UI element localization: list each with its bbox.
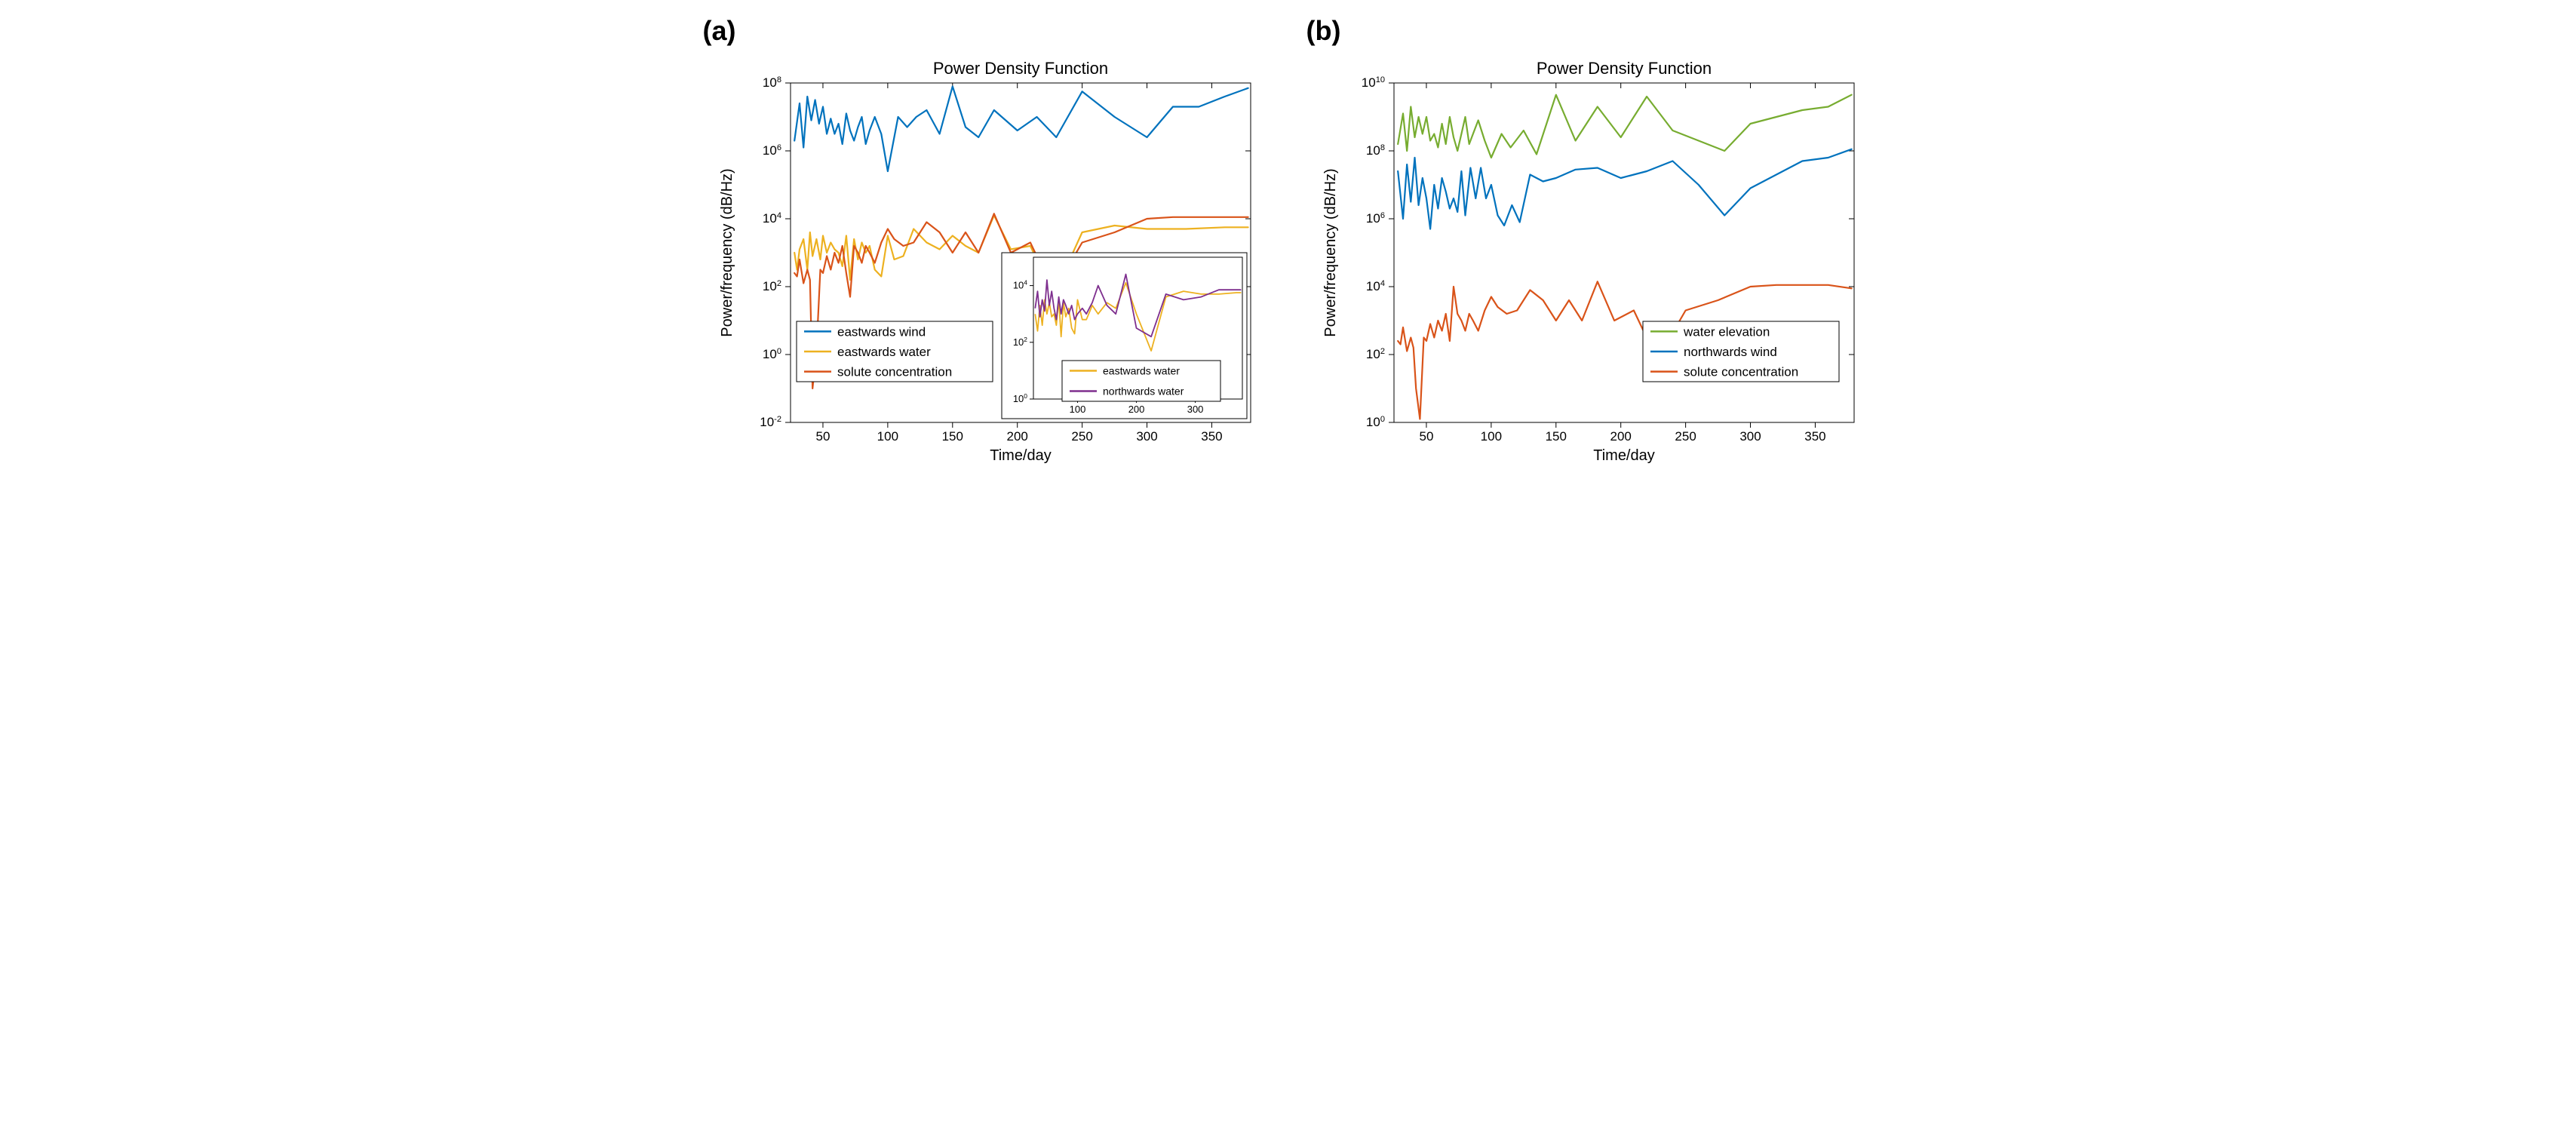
svg-text:108: 108 <box>762 75 781 90</box>
panel-b: (b) 50 100 150 200 250 300 350 100 102 104 106 108 1… <box>1303 15 1877 475</box>
chart-b: 50 100 150 200 250 300 350 100 102 104 106 108 1010 P… <box>1303 53 1877 475</box>
svg-text:Power/frequency (dB/Hz): Power/frequency (dB/Hz) <box>1322 168 1339 336</box>
svg-text:50: 50 <box>815 429 830 444</box>
panel-b-label: (b) <box>1303 15 1877 47</box>
figure-row: (a) 50 100 150 200 250 300 350 10-2 100 102 104 106… <box>15 15 2561 475</box>
svg-text:200: 200 <box>1006 429 1027 444</box>
svg-text:100: 100 <box>1365 415 1384 429</box>
svg-text:100: 100 <box>1480 429 1501 444</box>
svg-text:Power/frequency (dB/Hz): Power/frequency (dB/Hz) <box>719 168 735 336</box>
svg-text:106: 106 <box>1365 211 1384 226</box>
svg-text:50: 50 <box>1419 429 1433 444</box>
svg-text:Time/day: Time/day <box>990 447 1052 464</box>
svg-text:106: 106 <box>762 143 781 158</box>
svg-text:100: 100 <box>1069 404 1085 415</box>
svg-text:100: 100 <box>762 347 781 361</box>
svg-text:150: 150 <box>941 429 963 444</box>
panel-a-label: (a) <box>700 15 1273 47</box>
legend-label: northwards water <box>1103 385 1184 397</box>
svg-text:Time/day: Time/day <box>1593 447 1655 464</box>
legend-label: eastwards wind <box>837 324 926 339</box>
legend-label: eastwards water <box>1103 364 1180 376</box>
svg-text:300: 300 <box>1739 429 1761 444</box>
svg-text:250: 250 <box>1675 429 1696 444</box>
svg-text:Power Density Function: Power Density Function <box>1536 59 1711 78</box>
svg-text:102: 102 <box>1365 347 1384 361</box>
legend-label: solute concentration <box>837 365 952 379</box>
svg-text:350: 350 <box>1201 429 1222 444</box>
svg-text:300: 300 <box>1187 404 1203 415</box>
svg-text:350: 350 <box>1804 429 1825 444</box>
svg-text:300: 300 <box>1136 429 1157 444</box>
svg-text:100: 100 <box>877 429 898 444</box>
svg-text:200: 200 <box>1128 404 1144 415</box>
legend-label: solute concentration <box>1684 365 1798 379</box>
legend-label: eastwards water <box>837 345 931 359</box>
chart-a: 50 100 150 200 250 300 350 10-2 100 102 104 106 108 P… <box>700 53 1273 475</box>
svg-text:250: 250 <box>1071 429 1092 444</box>
svg-text:104: 104 <box>762 211 781 226</box>
legend-label: water elevation <box>1683 324 1770 339</box>
svg-text:1010: 1010 <box>1361 75 1384 90</box>
panel-a: (a) 50 100 150 200 250 300 350 10-2 100 102 104 106… <box>700 15 1273 475</box>
svg-text:108: 108 <box>1365 143 1384 158</box>
svg-text:10-2: 10-2 <box>760 415 781 429</box>
svg-text:150: 150 <box>1545 429 1566 444</box>
svg-text:102: 102 <box>762 279 781 293</box>
svg-text:Power Density Function: Power Density Function <box>932 59 1107 78</box>
legend-label: northwards wind <box>1684 345 1777 359</box>
svg-text:104: 104 <box>1365 279 1384 293</box>
svg-text:200: 200 <box>1610 429 1631 444</box>
